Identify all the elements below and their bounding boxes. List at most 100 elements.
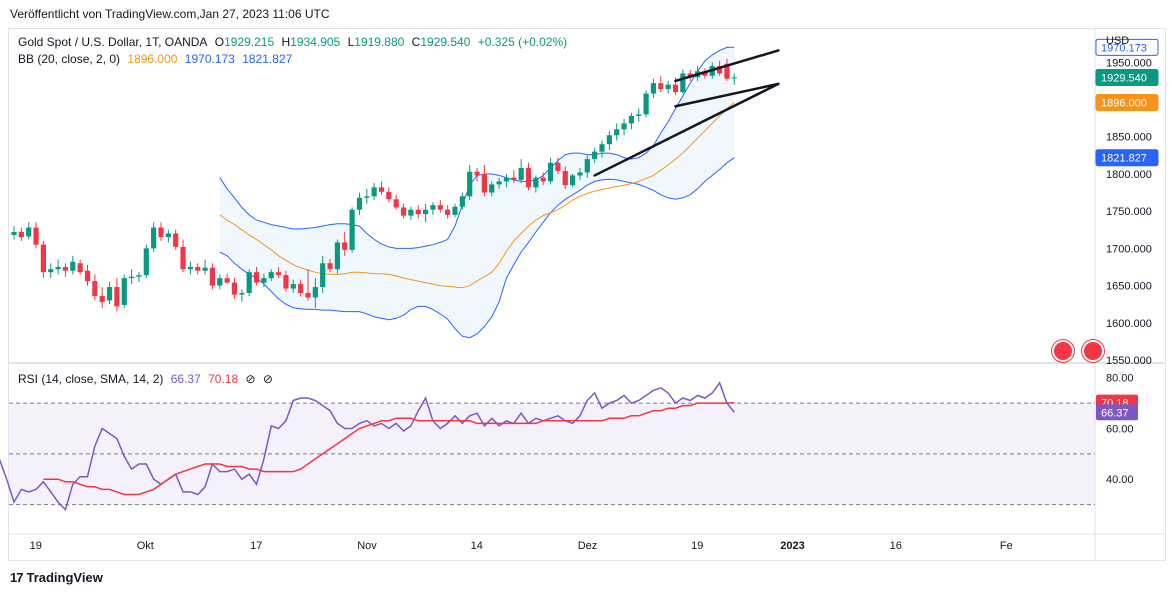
candle-body[interactable]: [70, 261, 76, 271]
candle-body[interactable]: [459, 196, 465, 207]
candle-body[interactable]: [209, 267, 216, 286]
trendline[interactable]: [593, 82, 780, 177]
candle-body[interactable]: [165, 233, 171, 238]
candle-body[interactable]: [11, 232, 17, 235]
candle-body[interactable]: [430, 205, 436, 210]
candle-body[interactable]: [290, 284, 296, 289]
candle-body[interactable]: [253, 272, 260, 283]
candle-body[interactable]: [643, 93, 649, 115]
candle-body[interactable]: [717, 66, 723, 74]
candle-body[interactable]: [327, 263, 333, 270]
candle-body[interactable]: [121, 278, 127, 305]
candle-body[interactable]: [511, 177, 517, 180]
candle-body[interactable]: [415, 209, 421, 215]
candle-body[interactable]: [672, 84, 679, 93]
candle-body[interactable]: [628, 115, 634, 124]
symbol-title[interactable]: Gold Spot / U.S. Dollar, 1T, OANDA: [18, 35, 208, 49]
candle-body[interactable]: [496, 181, 502, 185]
candle-body[interactable]: [187, 266, 193, 270]
candle-body[interactable]: [356, 197, 363, 210]
candle-body[interactable]: [143, 248, 149, 276]
candle-body[interactable]: [606, 135, 612, 145]
candle-body[interactable]: [77, 263, 83, 273]
candle-body[interactable]: [129, 276, 135, 279]
candle-body[interactable]: [342, 242, 348, 250]
candle-body[interactable]: [99, 296, 105, 302]
hide-icon[interactable]: ⊘: [262, 372, 273, 386]
candle-body[interactable]: [136, 275, 142, 277]
candle-body[interactable]: [724, 63, 730, 79]
candle-body[interactable]: [371, 187, 377, 197]
candle-body[interactable]: [665, 84, 671, 90]
candle-body[interactable]: [195, 266, 201, 271]
candle-body[interactable]: [577, 172, 583, 176]
candle-body[interactable]: [349, 209, 355, 250]
candle-body[interactable]: [217, 278, 223, 286]
candle-body[interactable]: [62, 266, 69, 271]
candle-body[interactable]: [224, 278, 230, 283]
candle-body[interactable]: [283, 275, 289, 289]
candle-body[interactable]: [276, 272, 282, 276]
candle-body[interactable]: [26, 227, 32, 237]
candle-body[interactable]: [680, 73, 686, 93]
candle-body[interactable]: [731, 77, 737, 79]
trendline[interactable]: [674, 49, 780, 83]
candle-body[interactable]: [393, 199, 399, 208]
candle-body[interactable]: [592, 151, 598, 160]
candle-body[interactable]: [33, 227, 39, 245]
candle-body[interactable]: [599, 144, 605, 152]
candle-body[interactable]: [658, 83, 664, 90]
candle-body[interactable]: [636, 114, 642, 116]
candle-body[interactable]: [246, 272, 252, 294]
candle-body[interactable]: [239, 293, 245, 295]
candle-body[interactable]: [445, 209, 451, 215]
candle-body[interactable]: [334, 242, 340, 270]
candle-body[interactable]: [114, 287, 120, 307]
candle-body[interactable]: [202, 267, 208, 271]
us-flag-icon[interactable]: [1052, 340, 1074, 362]
trendline[interactable]: [674, 82, 780, 108]
candle-body[interactable]: [173, 233, 179, 247]
candle-body[interactable]: [408, 209, 414, 216]
candle-body[interactable]: [570, 175, 576, 186]
candle-body[interactable]: [92, 281, 98, 296]
candle-body[interactable]: [231, 282, 238, 295]
candle-body[interactable]: [452, 206, 458, 215]
candle-body[interactable]: [305, 293, 311, 298]
bb-title[interactable]: BB (20, close, 2, 0): [18, 52, 121, 66]
candle-body[interactable]: [180, 246, 186, 270]
candle-body[interactable]: [298, 284, 304, 294]
candle-body[interactable]: [386, 191, 392, 200]
candle-body[interactable]: [547, 162, 554, 182]
candle-body[interactable]: [378, 187, 385, 192]
candle-body[interactable]: [489, 184, 495, 193]
candle-body[interactable]: [555, 162, 561, 171]
candle-body[interactable]: [503, 177, 510, 182]
candle-body[interactable]: [423, 209, 429, 215]
candle-body[interactable]: [525, 168, 532, 188]
candle-body[interactable]: [400, 207, 407, 216]
hide-icon[interactable]: ⊘: [245, 372, 256, 386]
candle-body[interactable]: [481, 173, 487, 193]
candle-body[interactable]: [584, 159, 590, 173]
candle-body[interactable]: [55, 266, 61, 270]
candle-body[interactable]: [320, 263, 326, 288]
us-flag-icon[interactable]: [1082, 340, 1104, 362]
footer-brand[interactable]: 17 TradingView: [10, 570, 103, 585]
candle-body[interactable]: [18, 232, 24, 238]
candle-body[interactable]: [533, 177, 539, 188]
candle-body[interactable]: [268, 272, 274, 279]
candle-body[interactable]: [151, 227, 157, 249]
candle-body[interactable]: [84, 270, 91, 282]
candle-body[interactable]: [474, 171, 480, 176]
candle-body[interactable]: [312, 287, 318, 298]
candle-body[interactable]: [48, 269, 54, 273]
candle-body[interactable]: [614, 129, 620, 136]
candle-body[interactable]: [562, 170, 568, 186]
candle-body[interactable]: [437, 205, 443, 210]
candle-body[interactable]: [261, 278, 267, 283]
candle-body[interactable]: [518, 168, 524, 180]
candle-body[interactable]: [158, 227, 164, 238]
candle-body[interactable]: [621, 123, 627, 130]
